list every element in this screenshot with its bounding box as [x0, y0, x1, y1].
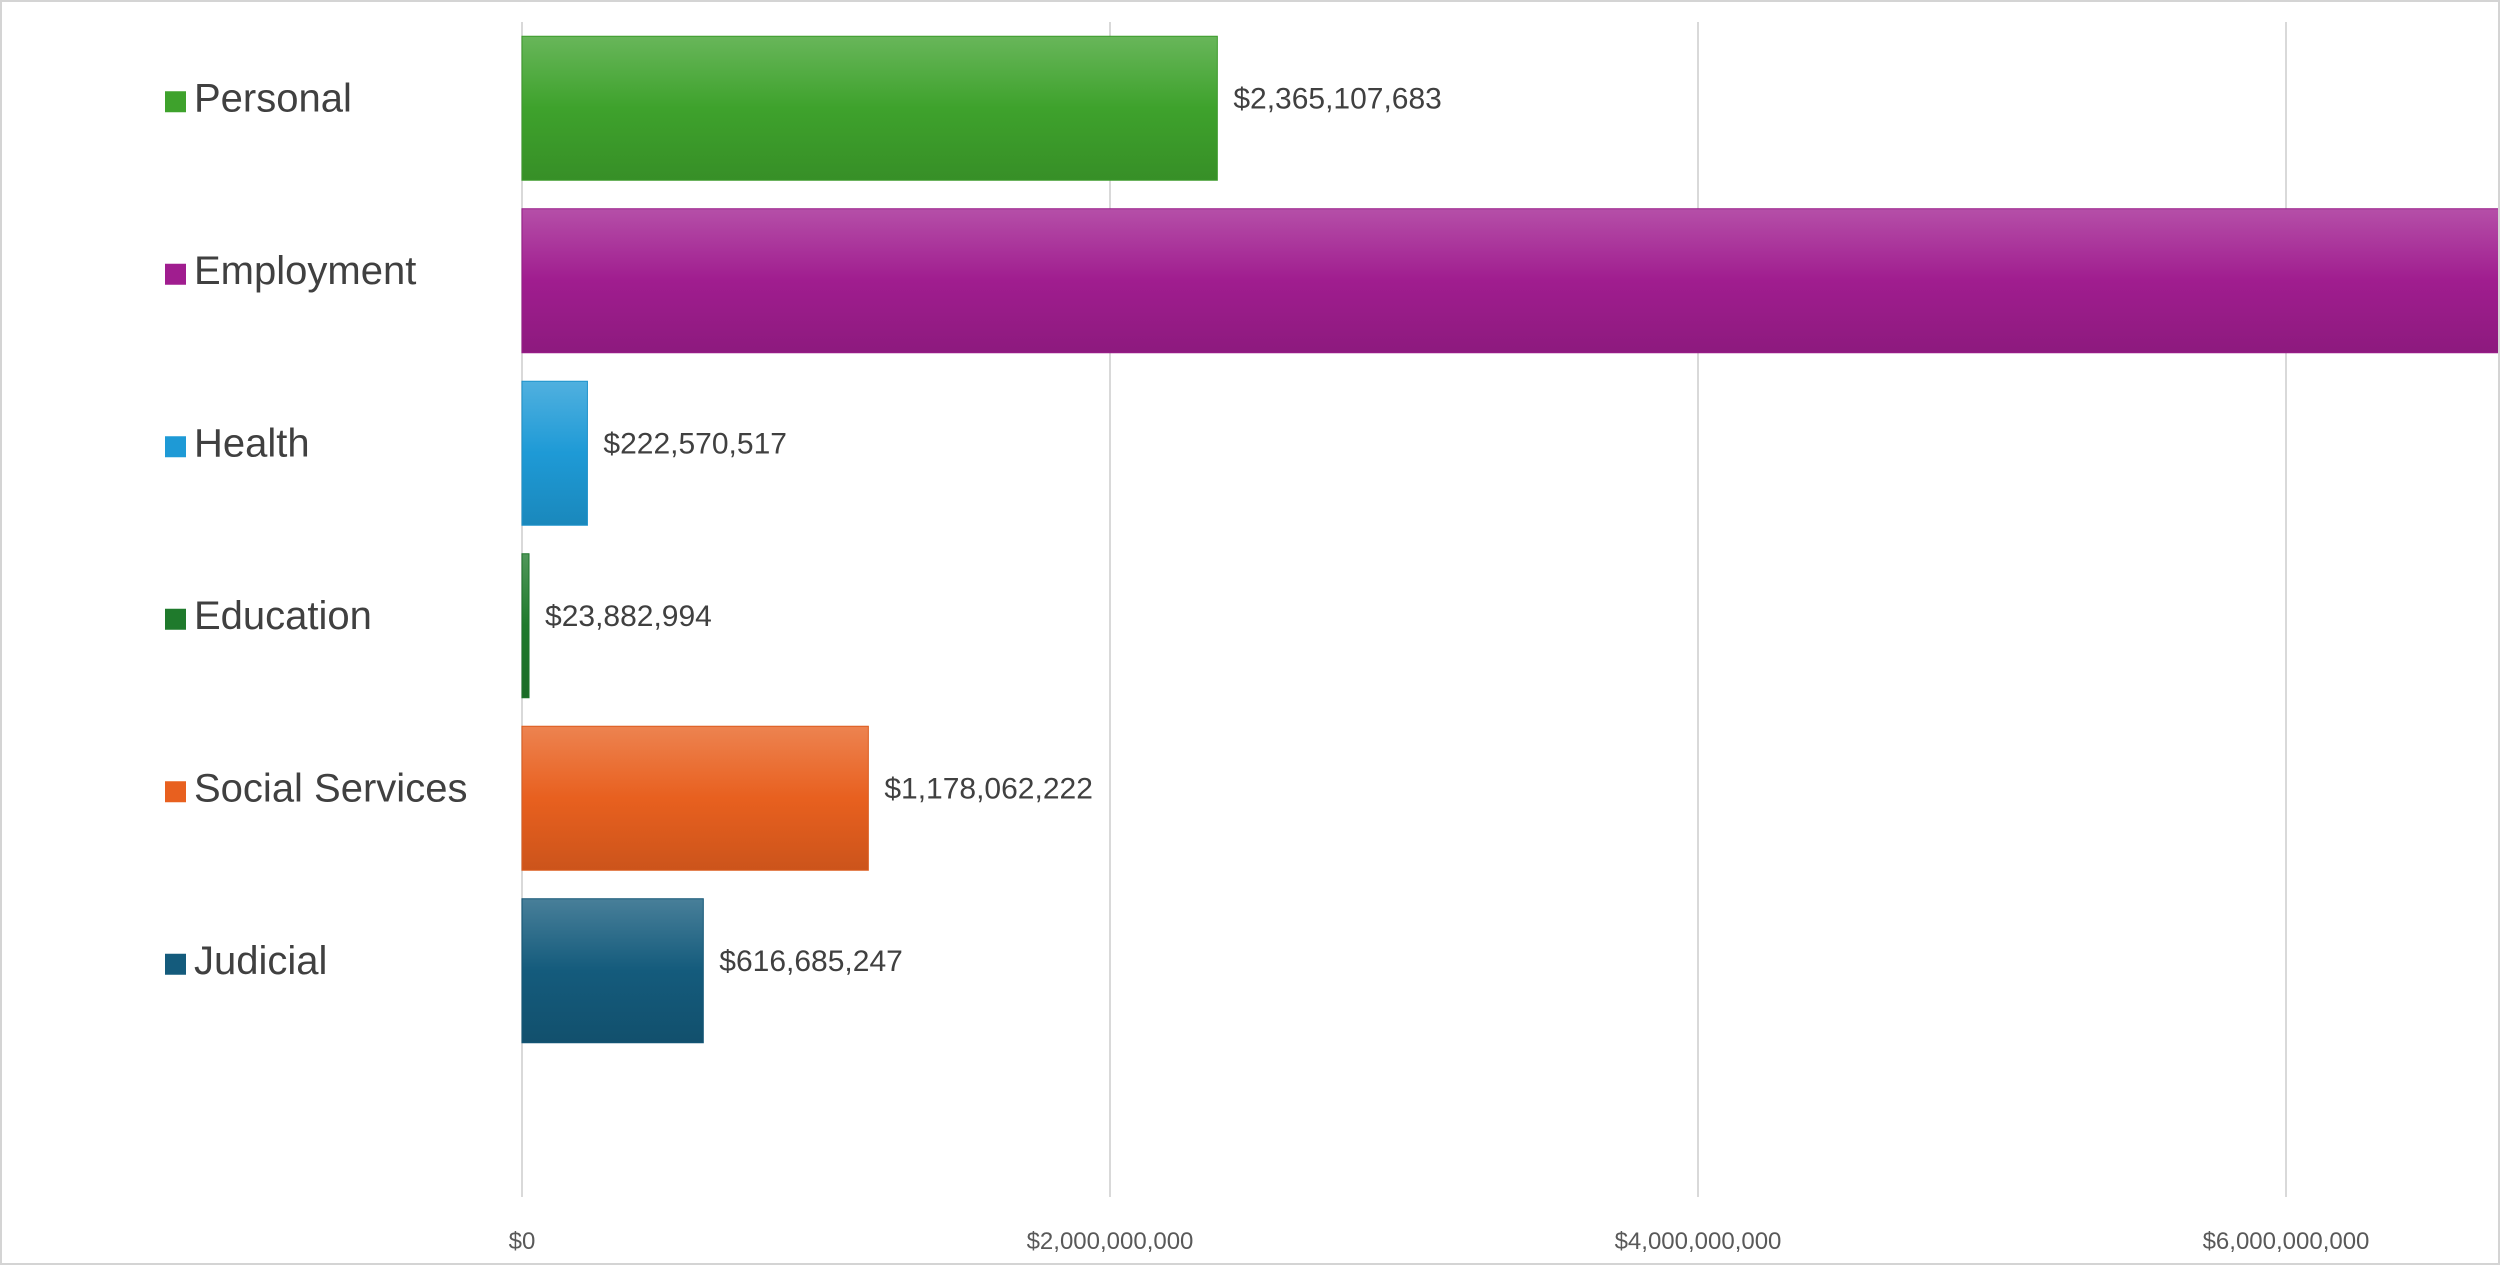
bar-social-services	[521, 725, 869, 871]
data-label: $222,570,517	[603, 427, 787, 460]
legend-swatch	[165, 781, 186, 803]
bar-employment	[521, 208, 2498, 354]
category-label: Personal	[194, 76, 352, 120]
category-label: Education	[194, 594, 372, 638]
bar-health	[521, 380, 588, 526]
data-label: $2,365,107,683	[1233, 82, 1442, 115]
category-label: Health	[194, 421, 310, 465]
data-label: $616,685,247	[719, 945, 903, 978]
legend-swatch	[165, 953, 186, 975]
x-tick-label: $0	[509, 1228, 536, 1255]
legend-swatch	[165, 263, 186, 285]
legend-swatch	[165, 436, 186, 458]
x-tick-label: $2,000,000,000	[1027, 1228, 1194, 1255]
legend-swatch	[165, 91, 186, 113]
category-label: Employment	[194, 249, 416, 293]
legend-swatch	[165, 608, 186, 630]
data-label: $23,882,994	[545, 600, 712, 633]
x-tick-label: $6,000,000,000	[2203, 1228, 2370, 1255]
bar-judicial	[521, 898, 704, 1044]
bar-personal	[521, 35, 1218, 181]
category-label: Judicial	[194, 939, 327, 983]
category-label: Social Services	[194, 766, 467, 810]
bar-education	[521, 553, 530, 699]
x-tick-label: $4,000,000,000	[1615, 1228, 1782, 1255]
data-label: $1,178,062,222	[884, 772, 1093, 805]
